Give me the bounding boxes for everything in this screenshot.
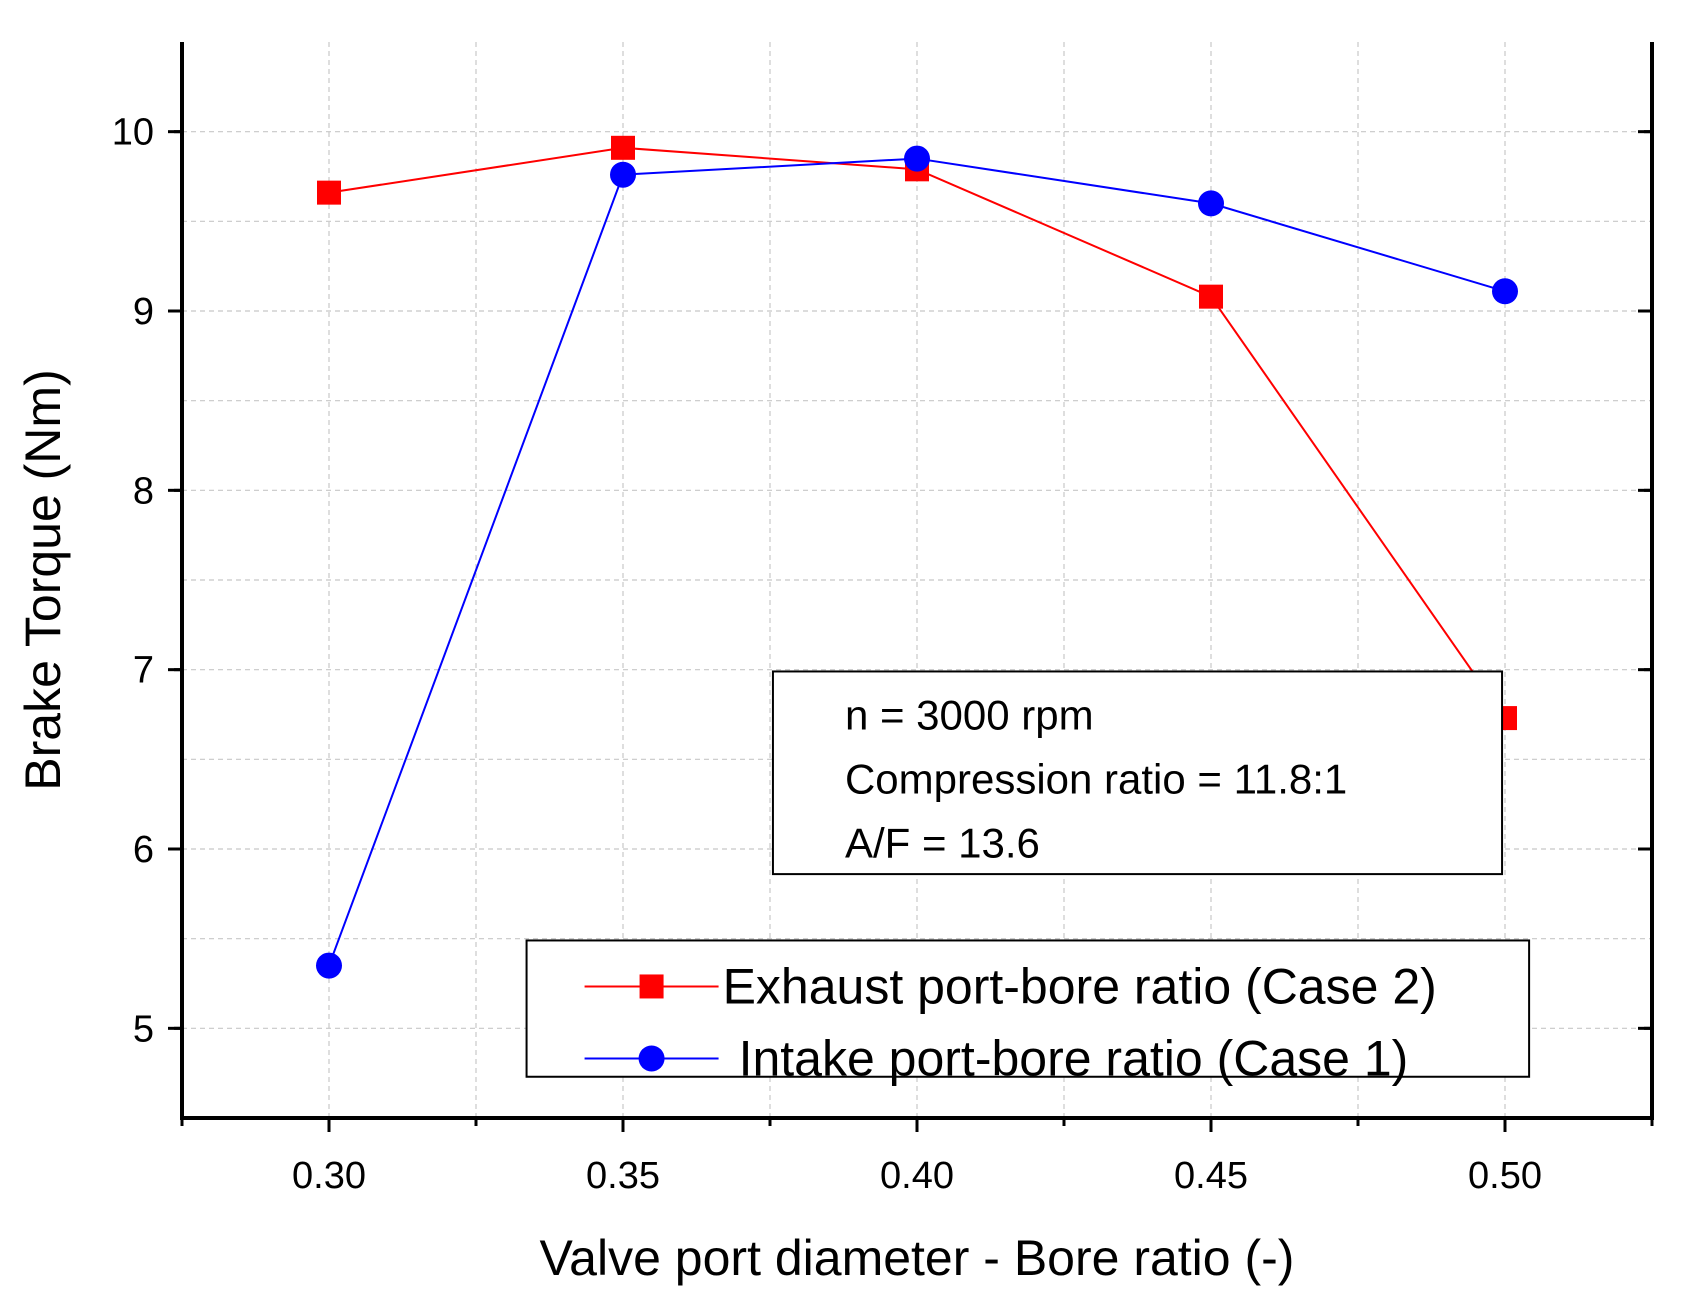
data-point-intake [1198,190,1224,217]
legend-label-intake: Intake port-bore ratio (Case 1) [739,1030,1409,1086]
legend: Exhaust port-bore ratio (Case 2) Intake … [525,939,1531,1086]
data-point-intake [610,161,636,188]
x-tick-label: 0.40 [880,1155,954,1197]
data-point-intake [904,145,930,172]
legend-border [525,939,1531,1078]
y-tick-label: 6 [133,829,154,871]
annotation-line-speed: n = 3000 rpm [845,691,1094,738]
x-tick-label: 0.45 [1174,1155,1248,1197]
data-point-intake [1492,278,1518,305]
legend-label-exhaust: Exhaust port-bore ratio (Case 2) [723,958,1437,1014]
tick-label-layer: 5 6 7 8 9 10 0.30 0.35 0.40 0.45 0.50 [112,112,1542,1197]
series-layer [316,135,1518,979]
data-point-intake [316,952,342,979]
annotation-line-af: A/F = 13.6 [845,819,1040,866]
data-point-exhaust [317,180,341,205]
y-tick-label: 7 [133,650,154,692]
y-tick-label: 8 [133,470,154,512]
legend-marker-intake [638,1045,665,1072]
x-tick-label: 0.30 [292,1155,366,1197]
x-axis-title: Valve port diameter - Bore ratio (-) [540,1230,1295,1286]
x-tick-label: 0.50 [1468,1155,1542,1197]
y-tick-label: 10 [112,112,154,154]
annotation-line-compression: Compression ratio = 11.8:1 [845,755,1347,802]
axes-layer [168,42,1654,1132]
y-tick-label: 5 [133,1008,154,1050]
annotation-box: n = 3000 rpm Compression ratio = 11.8:1 … [771,670,1504,876]
x-tick-label: 0.35 [586,1155,660,1197]
legend-marker-exhaust [639,974,664,999]
y-tick-label: 9 [133,291,154,333]
data-point-exhaust [611,135,635,160]
data-point-exhaust [1199,284,1223,309]
annotation-border [771,670,1504,876]
y-axis-title: Brake Torque (Nm) [15,369,71,790]
